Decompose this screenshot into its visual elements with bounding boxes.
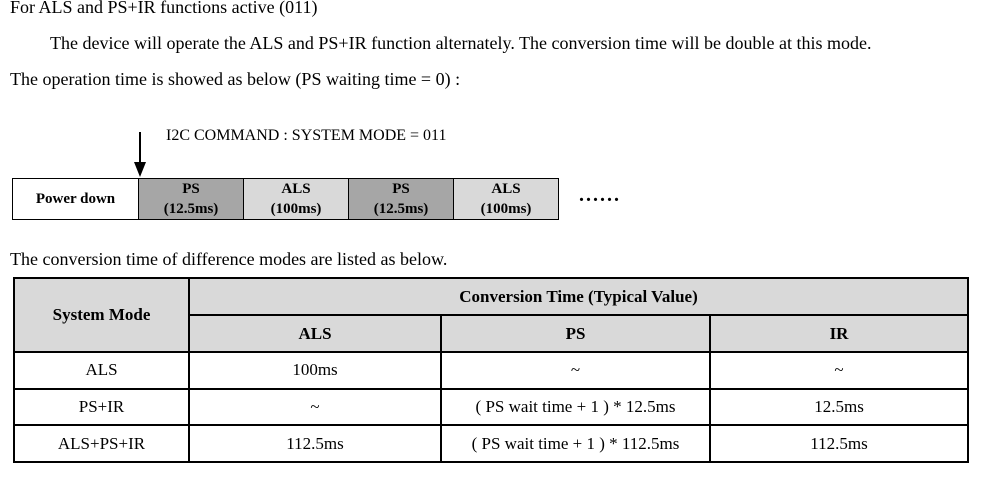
segment-label: PS — [182, 181, 200, 197]
segment-als: ALS (100ms) — [243, 178, 349, 220]
description-paragraph: The device will operate the ALS and PS+I… — [50, 33, 872, 53]
segment-label: PS — [392, 181, 410, 197]
section-heading: For ALS and PS+IR functions active (011) — [10, 0, 318, 17]
table-row: ALS 100ms ~ ~ — [13, 351, 970, 390]
cell-als: 100ms — [188, 351, 442, 390]
segment-ps: PS (12.5ms) — [348, 178, 454, 220]
segment-duration: (12.5ms) — [163, 201, 219, 217]
cell-ir: 112.5ms — [708, 424, 970, 463]
cell-ps: ( PS wait time + 1 ) * 12.5ms — [440, 387, 711, 427]
table-row: ALS+PS+IR 112.5ms ( PS wait time + 1 ) *… — [13, 424, 970, 463]
segment-duration: (100ms) — [480, 201, 532, 217]
system-mode-header: System Mode — [13, 277, 190, 353]
segment-power-down: Power down — [12, 178, 139, 220]
conversion-time-table: System Mode Conversion Time (Typical Val… — [13, 277, 970, 463]
cell-als: 112.5ms — [188, 424, 442, 463]
down-arrow-icon — [134, 132, 146, 177]
conversion-time-header: Conversion Time (Typical Value) — [187, 277, 970, 316]
cell-ps: ( PS wait time + 1 ) * 112.5ms — [440, 424, 711, 463]
column-header-ir: IR — [708, 314, 970, 353]
segment-label: ALS — [281, 181, 311, 197]
cell-ir: 12.5ms — [708, 387, 970, 427]
column-header-ps: PS — [440, 314, 711, 353]
cell-mode: PS+IR — [13, 387, 190, 427]
column-header-als: ALS — [188, 314, 442, 353]
cell-ps: ~ — [440, 351, 711, 390]
operation-time-paragraph: The operation time is showed as below (P… — [10, 69, 461, 89]
cell-ir: ~ — [708, 351, 970, 390]
timing-diagram: Power down PS (12.5ms) ALS (100ms) PS (1… — [12, 178, 559, 220]
segment-duration: (12.5ms) — [373, 201, 429, 217]
table-row: PS+IR ~ ( PS wait time + 1 ) * 12.5ms 12… — [13, 387, 970, 427]
continuation-dots: ...... — [579, 184, 621, 206]
segment-ps: PS (12.5ms) — [138, 178, 244, 220]
cell-mode: ALS — [13, 351, 190, 390]
segment-duration: (100ms) — [270, 201, 322, 217]
table-intro: The conversion time of difference modes … — [10, 249, 448, 269]
cell-als: ~ — [188, 387, 442, 427]
segment-label: ALS — [491, 181, 521, 197]
i2c-command-label: I2C COMMAND : SYSTEM MODE = 011 — [166, 127, 447, 144]
cell-mode: ALS+PS+IR — [13, 424, 190, 463]
segment-als: ALS (100ms) — [453, 178, 559, 220]
segment-label: Power down — [35, 191, 116, 207]
